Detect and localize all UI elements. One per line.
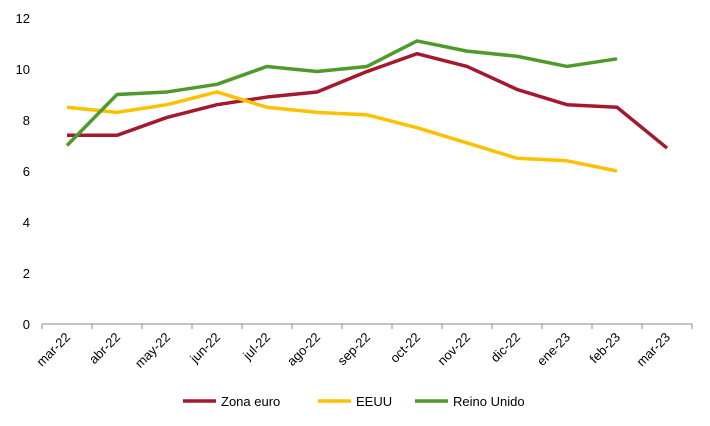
y-tick-label: 2 (23, 266, 30, 281)
x-tick-label: oct-22 (387, 330, 423, 366)
series-line-eeuu (66, 90, 618, 173)
x-tick-label: jun-22 (186, 330, 223, 367)
y-tick-label: 0 (23, 317, 30, 332)
x-tick-label: ene-23 (534, 330, 573, 369)
legend-label: EEUU (356, 394, 392, 409)
x-tick-label: may-22 (132, 330, 173, 371)
legend-label: Zona euro (221, 394, 280, 409)
x-tick-label: mar-23 (633, 330, 673, 370)
x-tick-label: abr-22 (86, 330, 123, 367)
y-tick-label: 4 (23, 215, 30, 230)
legend-label: Reino Unido (453, 394, 525, 409)
y-tick-label: 6 (23, 164, 30, 179)
x-tick-label: jul-22 (239, 330, 273, 364)
y-tick-label: 8 (23, 113, 30, 128)
series-line-reino-unido (65, 39, 618, 147)
x-tick-label: mar-22 (33, 330, 73, 370)
x-tick-label: nov-22 (434, 330, 473, 369)
x-tick-label: feb-23 (586, 330, 623, 367)
x-tick-label: ago-22 (284, 330, 323, 369)
x-tick-label: sep-22 (334, 330, 373, 369)
y-tick-label: 12 (16, 11, 30, 26)
x-tick-label: dic-22 (487, 330, 523, 366)
y-tick-label: 10 (16, 62, 30, 77)
